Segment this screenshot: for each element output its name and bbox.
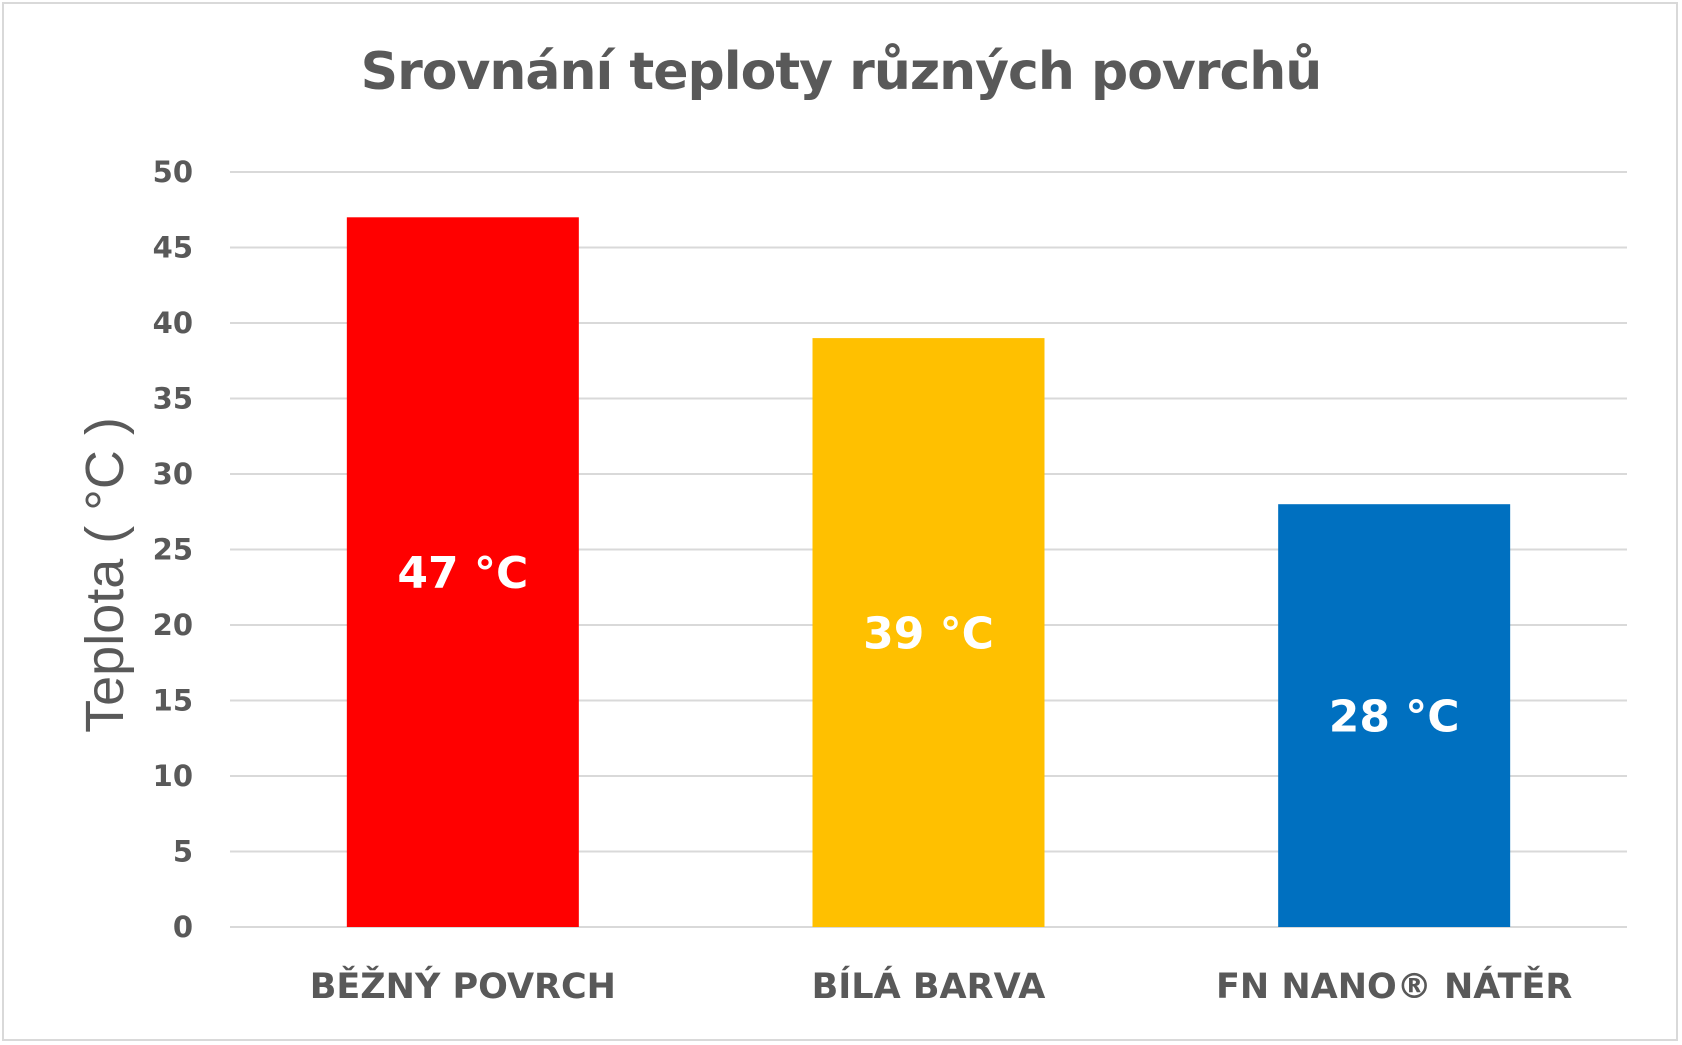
y-tick-label: 35 bbox=[153, 382, 193, 416]
y-axis-ticks: 0 5 10 15 20 25 30 35 40 45 50 bbox=[153, 155, 193, 944]
bar-2 bbox=[1278, 504, 1511, 927]
y-tick-label: 50 bbox=[153, 155, 193, 189]
y-tick-label: 25 bbox=[153, 533, 193, 567]
y-tick-label: 10 bbox=[153, 759, 193, 793]
category-label-1: BÍLÁ BARVA bbox=[812, 965, 1046, 1007]
data-label-2: 28 °C bbox=[1329, 692, 1460, 743]
y-tick-label: 30 bbox=[153, 457, 193, 491]
data-labels: 47 °C 39 °C 28 °C bbox=[397, 548, 1459, 742]
y-tick-label: 15 bbox=[153, 684, 193, 718]
category-label-2: FN NANO® NÁTĚR bbox=[1216, 965, 1572, 1007]
data-label-0: 47 °C bbox=[397, 548, 528, 599]
category-label-0: BĚŽNÝ POVRCH bbox=[310, 964, 616, 1007]
chart-title: Srovnání teploty různých povrchů bbox=[360, 42, 1323, 102]
bars bbox=[346, 217, 1511, 928]
y-tick-label: 0 bbox=[173, 910, 193, 944]
y-tick-label: 20 bbox=[153, 608, 193, 642]
bar-1 bbox=[812, 338, 1045, 928]
category-labels: BĚŽNÝ POVRCH BÍLÁ BARVA FN NANO® NÁTĚR bbox=[310, 964, 1573, 1007]
y-tick-label: 40 bbox=[153, 306, 193, 340]
y-tick-label: 5 bbox=[173, 835, 193, 869]
bar-0 bbox=[346, 217, 579, 928]
y-tick-label: 45 bbox=[153, 231, 193, 265]
data-label-1: 39 °C bbox=[863, 609, 994, 660]
